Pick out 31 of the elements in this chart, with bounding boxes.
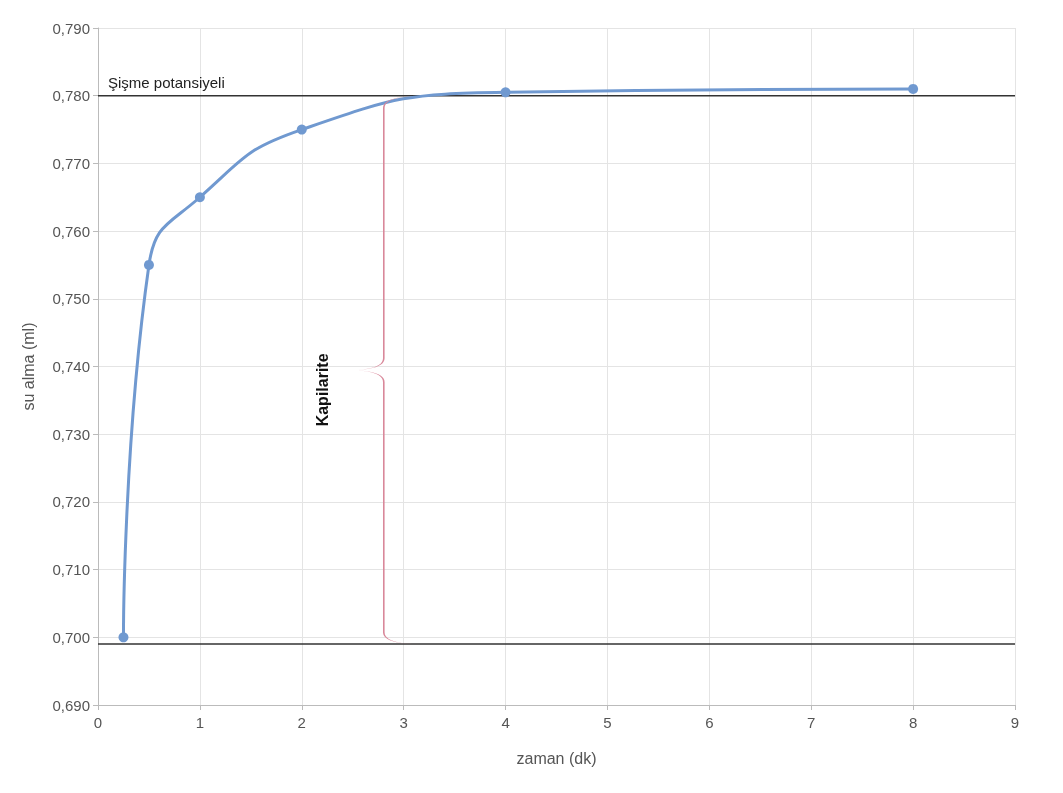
x-axis-title: zaman (dk) <box>516 749 597 767</box>
y-tick-label: 0,730 <box>52 425 90 443</box>
y-tick-label: 0,740 <box>52 358 90 375</box>
y-axis-title: su alma (ml) <box>19 322 37 411</box>
y-tick-label: 0,690 <box>52 696 90 714</box>
x-tick-label: 8 <box>908 714 918 731</box>
x-tick-label: 1 <box>195 714 205 731</box>
x-tick-label: 0 <box>93 714 103 731</box>
x-tick-label: 4 <box>501 714 510 731</box>
point <box>194 192 205 203</box>
point <box>908 83 919 94</box>
y-tick-label: 0,700 <box>52 628 90 646</box>
y-tick-label: 0,750 <box>52 290 90 308</box>
point <box>118 632 129 643</box>
point <box>143 259 154 270</box>
x-tick-label: 3 <box>399 714 408 731</box>
y-tick-label: 0,770 <box>52 154 90 172</box>
x-tick-label: 7 <box>807 714 816 731</box>
y-tick-label: 0,790 <box>52 19 90 37</box>
x-tick-label: 9 <box>1010 714 1020 731</box>
ref-line-label: Şişme potansiyeli <box>108 73 225 91</box>
x-tick-label: 5 <box>603 714 612 731</box>
y-tick-label: 0,710 <box>52 561 90 579</box>
y-tick-label: 0,780 <box>52 87 90 105</box>
point <box>500 87 511 98</box>
annotation: Kapilarite <box>314 353 332 427</box>
y-tick-label: 0,720 <box>52 493 90 511</box>
x-tick-label: 6 <box>705 714 714 731</box>
y-tick-label: 0,760 <box>52 222 90 240</box>
x-tick-label: 2 <box>297 714 306 731</box>
point <box>296 124 307 135</box>
